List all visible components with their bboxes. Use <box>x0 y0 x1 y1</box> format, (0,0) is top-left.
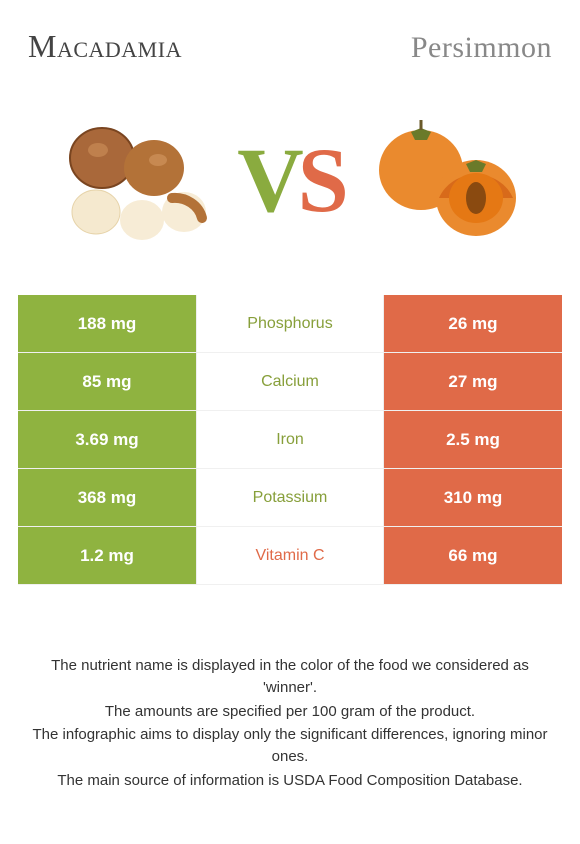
nutrient-table: 188 mgPhosphorus26 mg85 mgCalcium27 mg3.… <box>18 295 562 585</box>
left-value: 368 mg <box>18 469 196 526</box>
nutrient-row: 3.69 mgIron2.5 mg <box>18 411 562 469</box>
right-value: 310 mg <box>384 469 562 526</box>
nutrient-row: 1.2 mgVitamin C66 mg <box>18 527 562 585</box>
nutrient-row: 368 mgPotassium310 mg <box>18 469 562 527</box>
nutrient-name: Potassium <box>196 469 384 526</box>
title-row: Macadamia Persimmon <box>18 28 562 65</box>
footer-line-3: The infographic aims to display only the… <box>24 724 556 768</box>
title-right: Persimmon <box>411 31 552 65</box>
left-value: 3.69 mg <box>18 411 196 468</box>
hero-row: VS <box>18 95 562 265</box>
right-value: 2.5 mg <box>384 411 562 468</box>
nutrient-row: 188 mgPhosphorus26 mg <box>18 295 562 353</box>
nutrient-row: 85 mgCalcium27 mg <box>18 353 562 411</box>
macadamia-image <box>54 110 219 250</box>
left-value: 1.2 mg <box>18 527 196 584</box>
right-value: 66 mg <box>384 527 562 584</box>
nutrient-name: Phosphorus <box>196 295 384 352</box>
infographic-container: Macadamia Persimmon VS <box>0 0 580 844</box>
footer-line-1: The nutrient name is displayed in the co… <box>24 655 556 699</box>
right-value: 26 mg <box>384 295 562 352</box>
vs-v: V <box>237 129 297 231</box>
vs-label: VS <box>237 134 343 226</box>
nutrient-name: Calcium <box>196 353 384 410</box>
title-left: Macadamia <box>28 28 182 65</box>
footer-line-2: The amounts are specified per 100 gram o… <box>24 701 556 723</box>
right-value: 27 mg <box>384 353 562 410</box>
nutrient-name: Iron <box>196 411 384 468</box>
left-value: 85 mg <box>18 353 196 410</box>
footer-notes: The nutrient name is displayed in the co… <box>18 655 562 792</box>
persimmon-image <box>361 110 526 250</box>
nutrient-name: Vitamin C <box>196 527 384 584</box>
left-value: 188 mg <box>18 295 196 352</box>
vs-s: S <box>298 129 343 231</box>
footer-line-4: The main source of information is USDA F… <box>24 770 556 792</box>
